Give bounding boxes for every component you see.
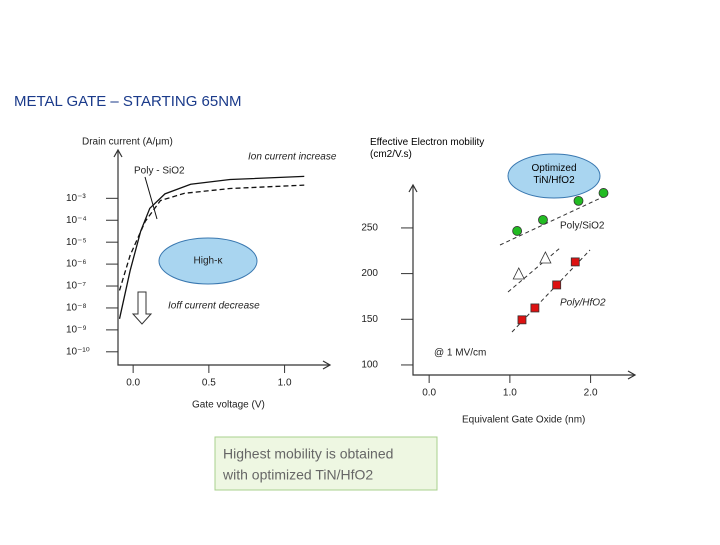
- x-tick-label: 2.0: [584, 388, 598, 399]
- axis: [412, 185, 635, 376]
- slide-title: METAL GATE – STARTING 65NM: [14, 93, 242, 110]
- x-tick-label: 0.5: [202, 378, 216, 389]
- y-tick-label: 10⁻⁶: [66, 259, 87, 270]
- pointer: [144, 176, 158, 220]
- trend-line: [499, 195, 606, 246]
- point: [538, 214, 548, 225]
- series-label: Poly/HfO2: [560, 298, 606, 309]
- caption: with optimized TiN/HfO2: [222, 467, 373, 483]
- point: [512, 267, 525, 280]
- x-axis-title: Equivalent Gate Oxide (nm): [462, 415, 585, 426]
- axis: [117, 150, 330, 366]
- line: [118, 175, 305, 319]
- series-label: Poly - SiO2: [134, 166, 185, 177]
- point: [539, 251, 552, 264]
- y-axis-title-box: Effective Electron mobility (cm2/V.s): [370, 137, 485, 160]
- x-tick-label: 0.0: [422, 388, 436, 399]
- line: [118, 184, 305, 291]
- y-tick-label: 10⁻⁸: [66, 303, 87, 314]
- y-axis-title: Effective Electron mobility (cm2/V.s): [370, 137, 485, 160]
- arrow-head: [113, 148, 332, 370]
- y-tick-label: 100: [361, 360, 378, 371]
- y-tick-label: 10⁻¹⁰: [66, 346, 90, 357]
- point: [570, 257, 580, 267]
- y-tick-label: 10⁻⁴: [66, 215, 87, 226]
- point: [552, 280, 562, 290]
- arrow: [131, 291, 153, 325]
- y-tick-label: 10⁻⁵: [66, 237, 87, 248]
- x-tick-label: 1.0: [278, 378, 292, 389]
- x-axis-title: Gate voltage (V): [192, 400, 265, 411]
- y-tick-label: 150: [361, 314, 378, 325]
- series-label: Poly/SiO2: [560, 221, 605, 232]
- arrow-head: [408, 183, 637, 380]
- point: [512, 226, 523, 236]
- y-tick-label: 200: [361, 268, 378, 279]
- point: [598, 188, 609, 198]
- trend-line: [507, 247, 561, 293]
- x-tick-label: 1.0: [503, 388, 517, 399]
- point: [530, 303, 540, 313]
- annotation: @ 1 MV/cm: [434, 348, 486, 359]
- y-tick-label: 10⁻³: [66, 193, 86, 204]
- label-box: Optimized TiN/HfO2: [531, 163, 577, 186]
- bubble: [158, 237, 258, 285]
- series-label: High-κ: [194, 256, 224, 267]
- bubble: [507, 153, 601, 199]
- point: [517, 315, 527, 325]
- caption-box: [214, 436, 438, 491]
- series-label: Optimized TiN/HfO2: [531, 163, 577, 186]
- y-axis-title: Drain current (A/μm): [82, 137, 173, 148]
- caption: Highest mobility is obtained: [223, 446, 393, 462]
- x-tick-label: 0.0: [126, 378, 140, 389]
- y-tick-label: 250: [361, 223, 378, 234]
- annotation: Ioff current decrease: [168, 301, 260, 312]
- y-tick-label: 10⁻⁹: [66, 325, 87, 336]
- annotation: Ion current increase: [248, 152, 337, 163]
- y-tick-label: 10⁻⁷: [66, 281, 86, 292]
- point: [573, 195, 584, 206]
